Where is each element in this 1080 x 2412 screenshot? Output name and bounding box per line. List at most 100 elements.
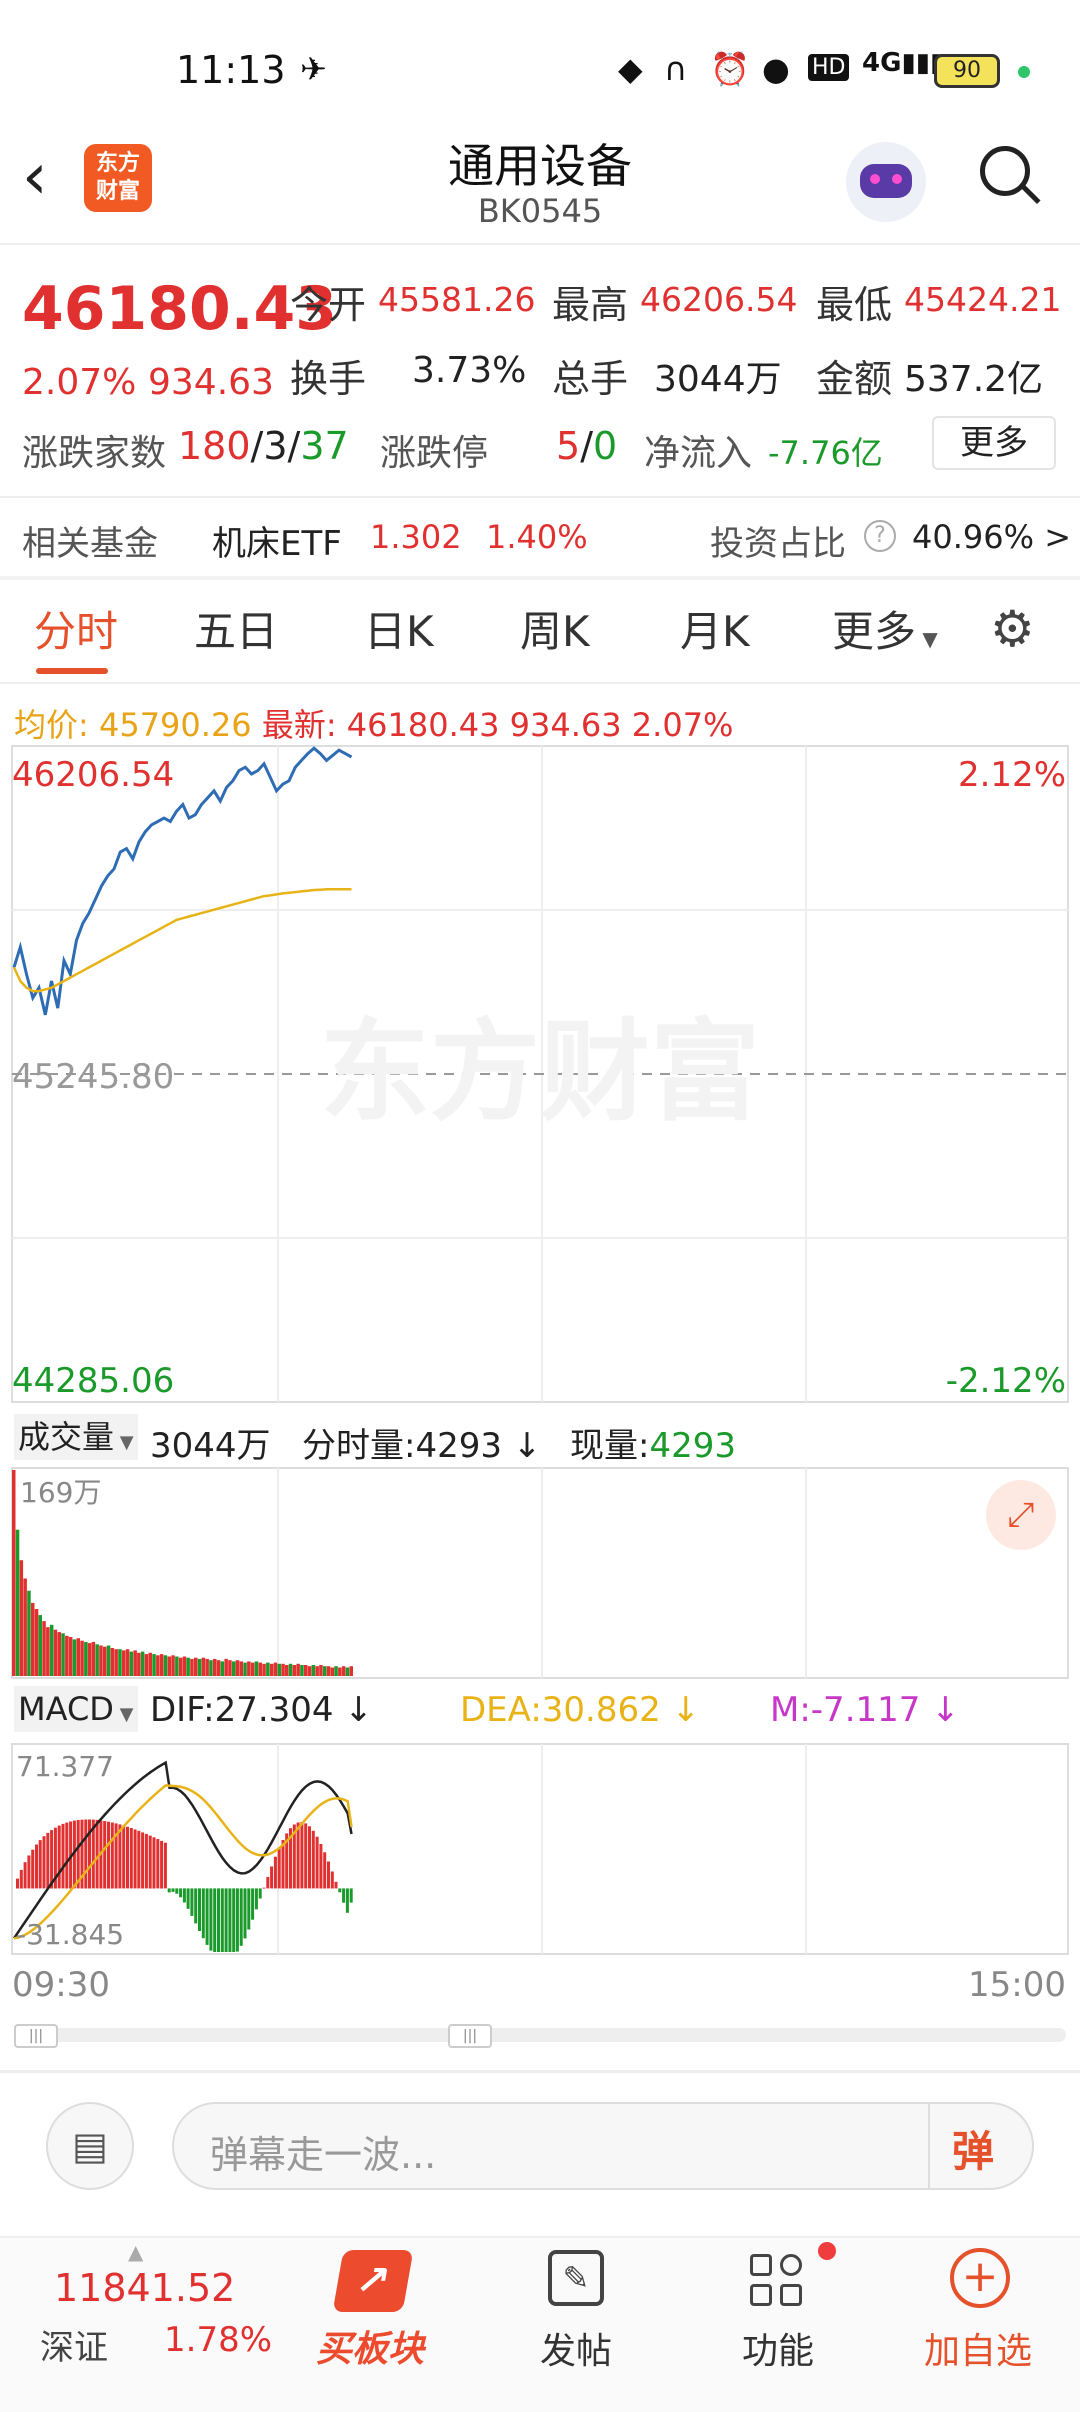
volume-bar	[103, 1646, 107, 1676]
settings-gear-icon[interactable]: ⚙	[990, 600, 1035, 658]
volume-bar	[49, 1624, 54, 1676]
macd-bar	[31, 1849, 35, 1889]
back-icon[interactable]: ‹	[22, 140, 48, 214]
macd-bar	[213, 1888, 217, 1952]
change-percent: 2.07%	[22, 362, 137, 403]
macd-bar	[251, 1888, 255, 1920]
down-arrow-icon: ↓	[344, 1690, 373, 1730]
minute-volume: 分时量:4293 ↓	[302, 1426, 542, 1466]
comment-input-box[interactable]: 弹幕走一波... 弹	[172, 2102, 1034, 2190]
add-watchlist-label[interactable]: 加自选	[924, 2331, 1033, 2372]
tab-daily-k[interactable]: 日K	[364, 607, 434, 656]
volume-total: 3044万	[150, 1426, 271, 1466]
tab-weekly-k[interactable]: 周K	[520, 607, 590, 656]
volume-bar	[23, 1578, 27, 1676]
help-icon[interactable]: ?	[864, 520, 896, 552]
index-name[interactable]: 深证	[40, 2328, 108, 2368]
volume-bar	[235, 1660, 240, 1676]
buy-sector-icon[interactable]: ↗	[332, 2250, 414, 2312]
macd-bar	[91, 1819, 95, 1889]
search-icon[interactable]	[980, 146, 1041, 205]
volume-bar	[323, 1666, 327, 1676]
post-label[interactable]: 发帖	[540, 2331, 613, 2372]
macd-bar	[72, 1820, 76, 1889]
volume-bar	[228, 1660, 232, 1676]
volume-chart-frame	[11, 1467, 1069, 1679]
macd-selector[interactable]: MACD ▼	[14, 1686, 138, 1732]
macd-m: M:-7.117 ↓	[770, 1690, 960, 1730]
macd-bar	[235, 1888, 239, 1952]
volume-bar	[122, 1650, 126, 1676]
function-label[interactable]: 功能	[742, 2331, 815, 2372]
volume-bar	[315, 1666, 319, 1676]
macd-dif: DIF:27.304 ↓	[150, 1690, 373, 1730]
volume-selector[interactable]: 成交量 ▼	[14, 1414, 138, 1460]
tab-more[interactable]: 更多 ▼	[832, 607, 938, 656]
low-value: 45424.21	[904, 280, 1062, 319]
comment-placeholder: 弹幕走一波...	[210, 2133, 437, 2177]
macd-bar	[330, 1871, 334, 1889]
macd-bar	[95, 1819, 99, 1889]
macd-bar	[308, 1826, 311, 1889]
signal-icon: 4G▮▮▮	[862, 48, 945, 78]
volume-bar	[80, 1640, 84, 1676]
volume-bar	[175, 1656, 179, 1676]
volume-bar	[277, 1663, 281, 1676]
notification-dot	[818, 2242, 836, 2260]
news-icon[interactable]: ▤	[46, 2102, 134, 2190]
macd-dea: DEA:30.862 ↓	[460, 1690, 701, 1730]
more-button[interactable]: 更多	[932, 416, 1056, 470]
macd-bar	[228, 1888, 232, 1952]
divider	[0, 682, 1080, 684]
tab-monthly-k[interactable]: 月K	[680, 607, 750, 656]
volume-bar	[273, 1662, 278, 1676]
macd-bar	[338, 1888, 342, 1893]
volume-bar	[133, 1650, 137, 1676]
watermark: 东方财富	[320, 1008, 760, 1136]
macd-lines	[12, 1760, 353, 1940]
axis-bottom-pct: -2.12%	[946, 1361, 1066, 1401]
scroll-handle-right[interactable]: |||	[448, 2024, 492, 2048]
macd-bar	[239, 1888, 243, 1946]
post-edit-icon[interactable]: ✎	[548, 2250, 604, 2306]
macd-bar	[186, 1888, 190, 1909]
expand-icon[interactable]: ⤢	[986, 1480, 1056, 1550]
add-watchlist-icon[interactable]: +	[950, 2248, 1010, 2308]
time-scrollbar[interactable]	[14, 2028, 1066, 2042]
chart-area[interactable]: 东方财富 46206.54 45245.80 44285.06 2.12% -2…	[0, 740, 1080, 2040]
macd-bar	[217, 1888, 220, 1952]
macd-bar	[163, 1842, 167, 1889]
tab-intraday[interactable]: 分时	[34, 607, 119, 656]
volume-bar	[307, 1666, 312, 1676]
macd-chart-frame	[11, 1743, 1069, 1955]
volume-bar	[57, 1632, 61, 1676]
index-value[interactable]: 11841.52	[54, 2266, 236, 2310]
fund-name[interactable]: 机床ETF	[212, 524, 342, 564]
volume-bar	[205, 1658, 209, 1676]
ratio-value[interactable]: 40.96% >	[912, 518, 1071, 556]
buy-sector-label[interactable]: 买板块	[316, 2329, 425, 2370]
danmu-button[interactable]: 弹	[952, 2127, 995, 2176]
flight-icon: ✈	[300, 50, 327, 88]
volume-bar	[334, 1666, 338, 1676]
volume-bar	[341, 1666, 346, 1676]
macd-bar	[327, 1861, 330, 1889]
macd-bar	[266, 1876, 270, 1889]
breadth-values: 180/3/37	[178, 424, 349, 468]
macd-bar	[38, 1840, 42, 1889]
volume-bar	[345, 1667, 350, 1676]
function-grid-icon[interactable]	[750, 2254, 804, 2308]
macd-bar	[141, 1832, 145, 1889]
macd-bar	[118, 1824, 122, 1889]
index-pct[interactable]: 1.78%	[164, 2320, 273, 2360]
scroll-handle-left[interactable]: |||	[14, 2024, 58, 2048]
drop-icon: ◆	[618, 50, 643, 88]
tab-five-day[interactable]: 五日	[194, 607, 279, 656]
dif-line	[12, 1760, 353, 1940]
macd-bar	[209, 1888, 213, 1951]
macd-bar	[80, 1819, 84, 1889]
volume-bar	[296, 1663, 300, 1676]
robot-assistant-icon[interactable]	[846, 142, 926, 222]
macd-bar	[224, 1888, 228, 1952]
macd-bar	[19, 1869, 23, 1889]
